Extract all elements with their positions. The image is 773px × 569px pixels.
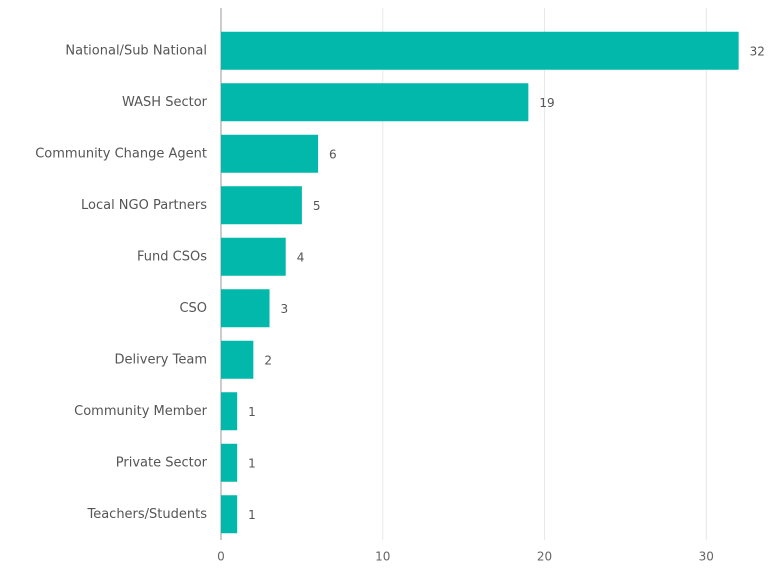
y-tick-label: Community Change Agent [35,146,207,161]
value-label: 1 [248,456,256,470]
y-tick-label: Fund CSOs [137,249,207,264]
value-label: 3 [281,302,289,316]
bar [221,31,739,70]
value-label: 4 [297,250,305,264]
x-tick-label: 10 [375,550,390,564]
value-label: 6 [329,147,337,161]
bar [221,495,238,534]
bar [221,83,529,122]
bar [221,134,319,173]
x-tick-label: 0 [217,550,225,564]
y-tick-label: Local NGO Partners [81,198,207,213]
bar [221,340,254,379]
bar [221,443,238,482]
y-tick-label: Teachers/Students [86,507,207,522]
value-label: 1 [248,508,256,522]
value-label: 32 [750,44,765,58]
y-tick-label: CSO [179,301,207,316]
y-tick-label: Delivery Team [115,352,207,367]
value-label: 1 [248,405,256,419]
x-tick-label: 20 [537,550,552,564]
bar [221,392,238,431]
x-tick-label: 30 [699,550,714,564]
y-tick-label: Private Sector [116,455,208,470]
value-label: 2 [264,353,272,367]
y-tick-label: Community Member [74,404,207,419]
value-label: 19 [539,96,554,110]
y-tick-label: WASH Sector [122,95,208,110]
bar [221,237,286,276]
bar [221,186,302,225]
bar [221,289,270,328]
y-tick-label: National/Sub National [65,43,207,58]
value-label: 5 [313,199,321,213]
